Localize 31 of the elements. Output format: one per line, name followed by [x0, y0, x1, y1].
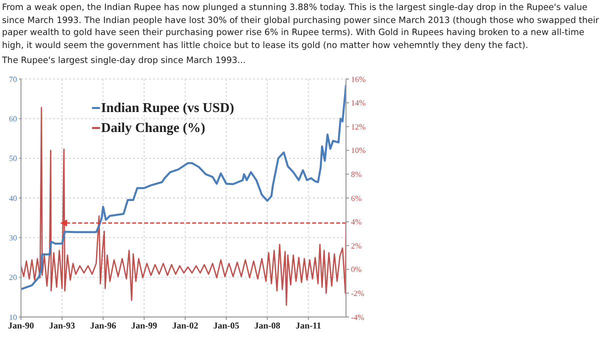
y2-tick-label: 16%	[351, 74, 366, 84]
y-tick-label: 40	[9, 194, 17, 203]
line-series	[21, 84, 346, 290]
x-tick-label: Jan-90	[8, 320, 34, 330]
y-tick-label: 60	[9, 114, 17, 124]
legend-label: Indian Rupee (vs USD)	[101, 100, 234, 116]
x-tick-label: Jan-08	[254, 320, 281, 330]
x-tick-label: Jan-02	[172, 320, 199, 330]
y-tick-label: 50	[9, 154, 17, 164]
y2-tick-label: 6%	[351, 194, 362, 203]
x-tick-label: Jan-93	[49, 320, 76, 330]
x-tick-label: Jan-96	[90, 320, 117, 330]
y-tick-label: 30	[9, 234, 17, 243]
text: The Rupee's largest single-day drop since March 1993...	[2, 55, 247, 68]
y2-tick-label: 10%	[351, 146, 366, 156]
y2-tick-label: 0%	[351, 265, 362, 274]
y-tick-label: 20	[9, 273, 17, 282]
y2-tick-label: 4%	[351, 218, 362, 227]
y2-tick-label: 12%	[351, 122, 366, 132]
y2-tick-label: -4%	[351, 312, 365, 322]
x-tick-label: Jan-99	[131, 320, 158, 330]
y2-tick-label: 8%	[351, 170, 362, 180]
text: From a weak open, the Indian Rupee has now plunged a stunning 3.88% today. This is the largest single-day drop in the Rupee's value since March 1993. The Indian people have lost 30% of their global purchasing power since March 2013 (though those who swapped their paper wealth to gold have seen their purchasing power rise 6% in Rupee terms). With Gold in Rupees having broken to a new all-time high, it would seem the government has little choice but to lease its gold (no matter how vehemntly they deny the fact).	[2, 2, 600, 52]
y-tick-label: 10	[9, 312, 17, 322]
x-tick-label: Jan-11	[296, 320, 322, 330]
y2-tick-label: 14%	[351, 98, 366, 108]
legend-label: Daily Change (%)	[101, 120, 206, 136]
y-tick-label: 70	[9, 74, 17, 84]
x-tick-label: Jan-05	[213, 320, 240, 330]
y2-tick-label: -2%	[351, 289, 365, 298]
y2-tick-label: 2%	[351, 241, 362, 250]
